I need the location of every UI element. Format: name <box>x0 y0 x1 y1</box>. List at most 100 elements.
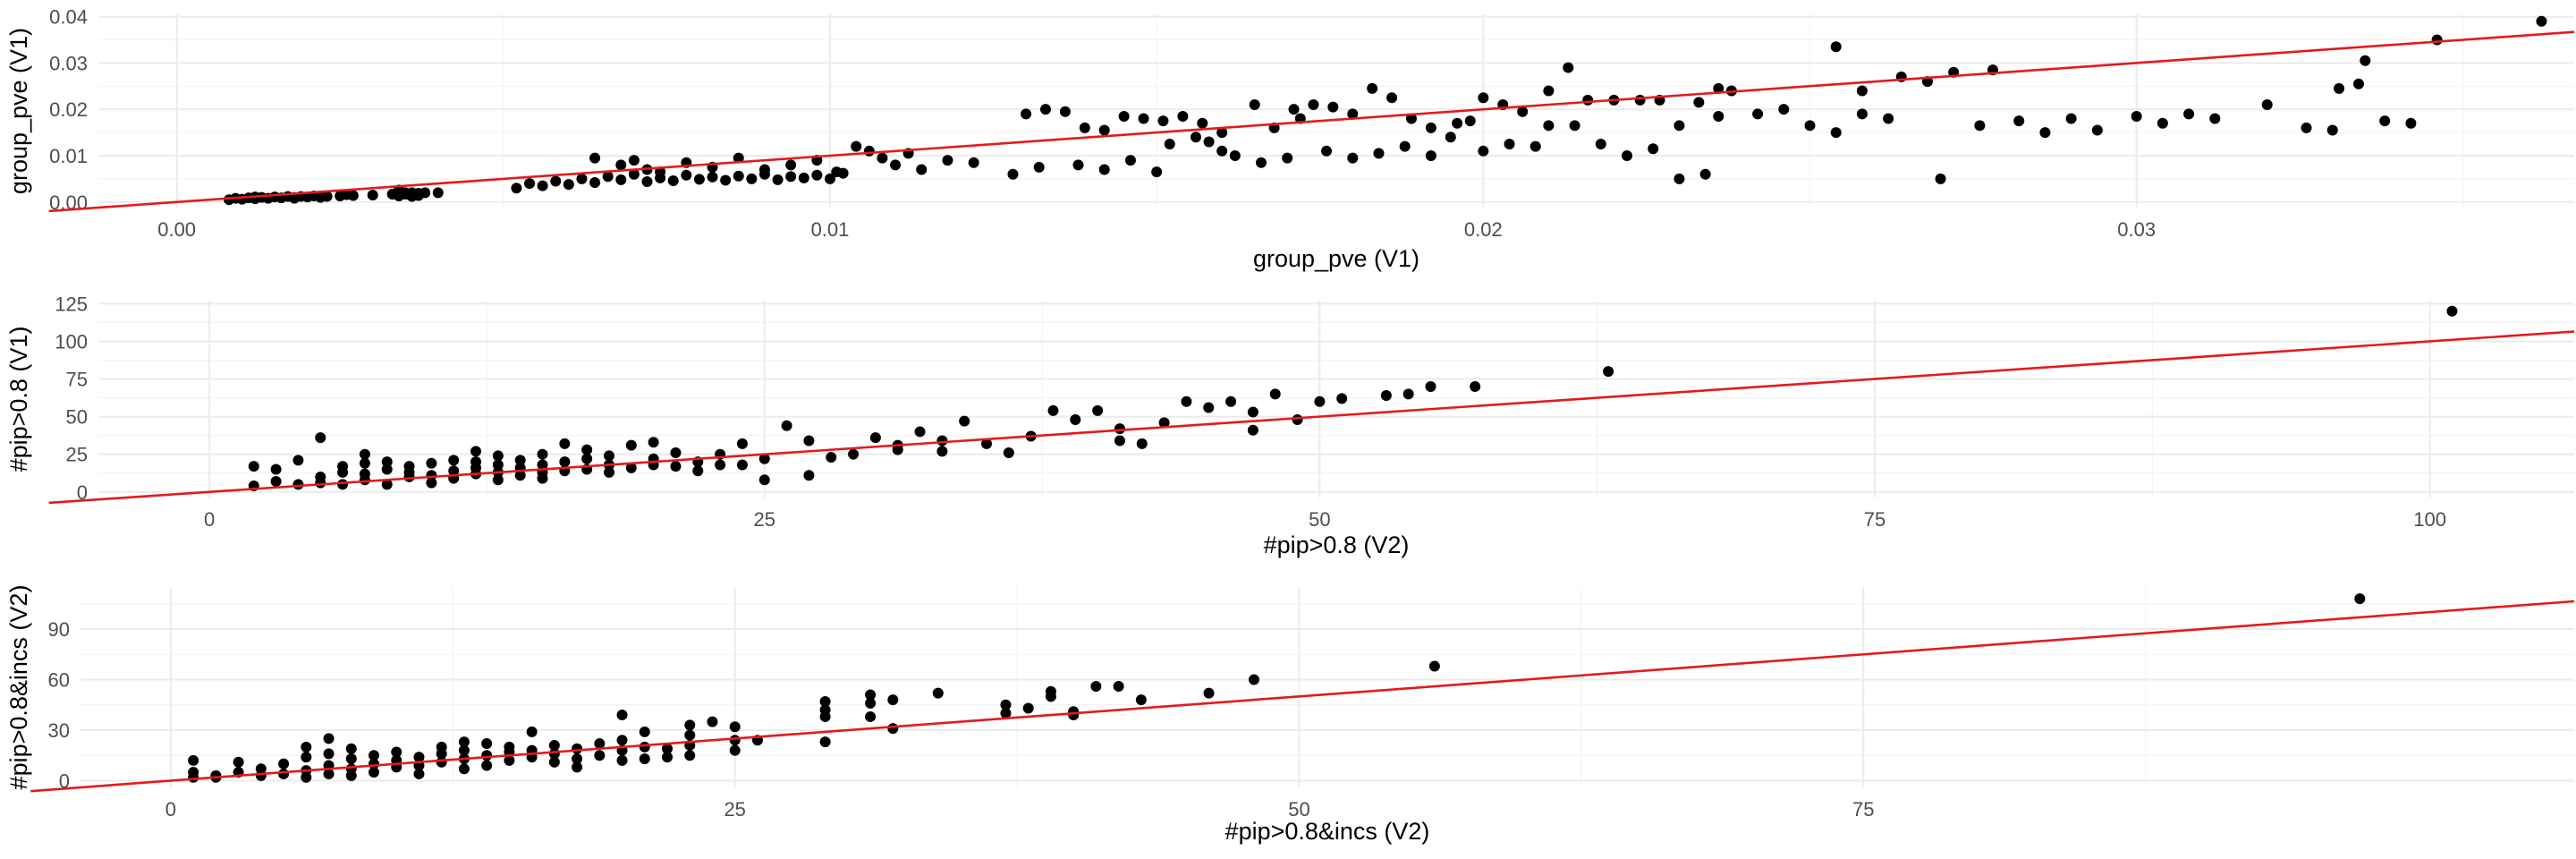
data-point <box>537 459 548 471</box>
data-point <box>625 439 637 451</box>
data-point <box>1059 106 1071 117</box>
data-point <box>1543 85 1555 97</box>
data-point <box>448 465 460 477</box>
data-point <box>655 166 666 178</box>
data-point <box>1045 685 1056 697</box>
x-tick-label: 25 <box>754 508 775 531</box>
data-point <box>270 475 282 487</box>
data-point <box>188 767 199 778</box>
data-point <box>729 735 741 746</box>
x-tick-label: 0.01 <box>811 218 850 241</box>
data-point <box>481 738 493 750</box>
data-point <box>2261 99 2273 111</box>
data-point <box>1935 173 1946 184</box>
data-point <box>369 767 379 778</box>
data-point <box>803 470 815 481</box>
data-point <box>1249 99 1260 111</box>
data-point <box>1090 681 1102 693</box>
data-point <box>639 726 650 737</box>
data-point <box>670 447 682 459</box>
data-point <box>628 155 640 166</box>
data-point <box>1569 120 1580 132</box>
data-point <box>594 738 606 750</box>
data-point <box>537 448 548 460</box>
x-tick-label: 50 <box>1309 508 1330 531</box>
y-tick-label: 0.04 <box>49 6 88 29</box>
data-point <box>733 152 744 164</box>
data-point <box>1530 140 1541 152</box>
data-point <box>301 741 312 753</box>
data-point <box>1380 390 1392 402</box>
data-point <box>1752 108 1764 120</box>
data-point <box>1164 139 1175 150</box>
x-tick-label: 0.03 <box>2117 218 2156 241</box>
data-point <box>1974 120 1986 132</box>
data-point <box>323 768 335 779</box>
data-point <box>1582 94 1594 106</box>
data-point <box>403 461 415 472</box>
data-point <box>869 432 881 444</box>
data-point <box>603 466 614 478</box>
data-point <box>481 760 493 771</box>
data-point <box>381 456 393 468</box>
data-point <box>1470 380 1481 392</box>
data-point <box>1114 423 1125 435</box>
data-point <box>758 474 770 486</box>
data-point <box>684 729 696 741</box>
data-point <box>1256 157 1267 168</box>
data-point <box>1478 145 1489 157</box>
data-point <box>892 444 903 455</box>
data-point <box>550 175 562 187</box>
data-point <box>492 459 504 471</box>
data-point <box>1314 395 1326 407</box>
data-point <box>188 754 199 766</box>
data-point <box>1699 168 1711 180</box>
data-point <box>436 741 447 753</box>
data-point <box>877 152 888 164</box>
data-point <box>1007 168 1019 180</box>
y-tick-label: 125 <box>55 293 88 315</box>
data-point <box>616 754 628 766</box>
data-point <box>301 752 312 763</box>
data-point <box>848 448 860 460</box>
data-point <box>865 697 877 709</box>
data-point <box>916 164 928 175</box>
data-point <box>819 704 831 716</box>
data-point <box>1405 113 1417 124</box>
data-point <box>432 187 444 199</box>
data-point <box>2536 15 2547 27</box>
y-tick-label: 100 <box>55 330 88 353</box>
data-point <box>1216 127 1228 139</box>
data-point <box>1622 149 1633 161</box>
data-point <box>1247 424 1258 436</box>
data-point <box>1068 706 1080 718</box>
data-point <box>278 758 290 770</box>
data-point <box>2334 82 2345 94</box>
data-point <box>707 716 718 727</box>
data-point <box>981 438 993 449</box>
data-point <box>1072 159 1084 171</box>
y-tick-label: 25 <box>66 444 88 466</box>
data-point <box>323 733 335 744</box>
data-point <box>315 471 326 482</box>
data-point <box>1373 148 1385 159</box>
fit-line <box>48 330 2575 505</box>
x-tick-label: 100 <box>2413 508 2446 531</box>
data-point <box>1399 140 1411 152</box>
data-point <box>248 461 259 472</box>
data-point <box>1856 85 1868 97</box>
data-point <box>615 174 627 185</box>
data-point <box>1321 145 1333 157</box>
x-tick-label: 25 <box>724 798 745 821</box>
data-point <box>639 741 650 753</box>
data-point <box>1402 388 1414 400</box>
y-axis-title: group_pve (V1) <box>5 28 32 194</box>
data-point <box>615 159 627 171</box>
data-point <box>887 694 899 706</box>
data-point <box>426 457 437 469</box>
data-point <box>865 689 877 701</box>
data-point <box>1269 388 1281 400</box>
x-axis-title: group_pve (V1) <box>1253 245 1419 272</box>
